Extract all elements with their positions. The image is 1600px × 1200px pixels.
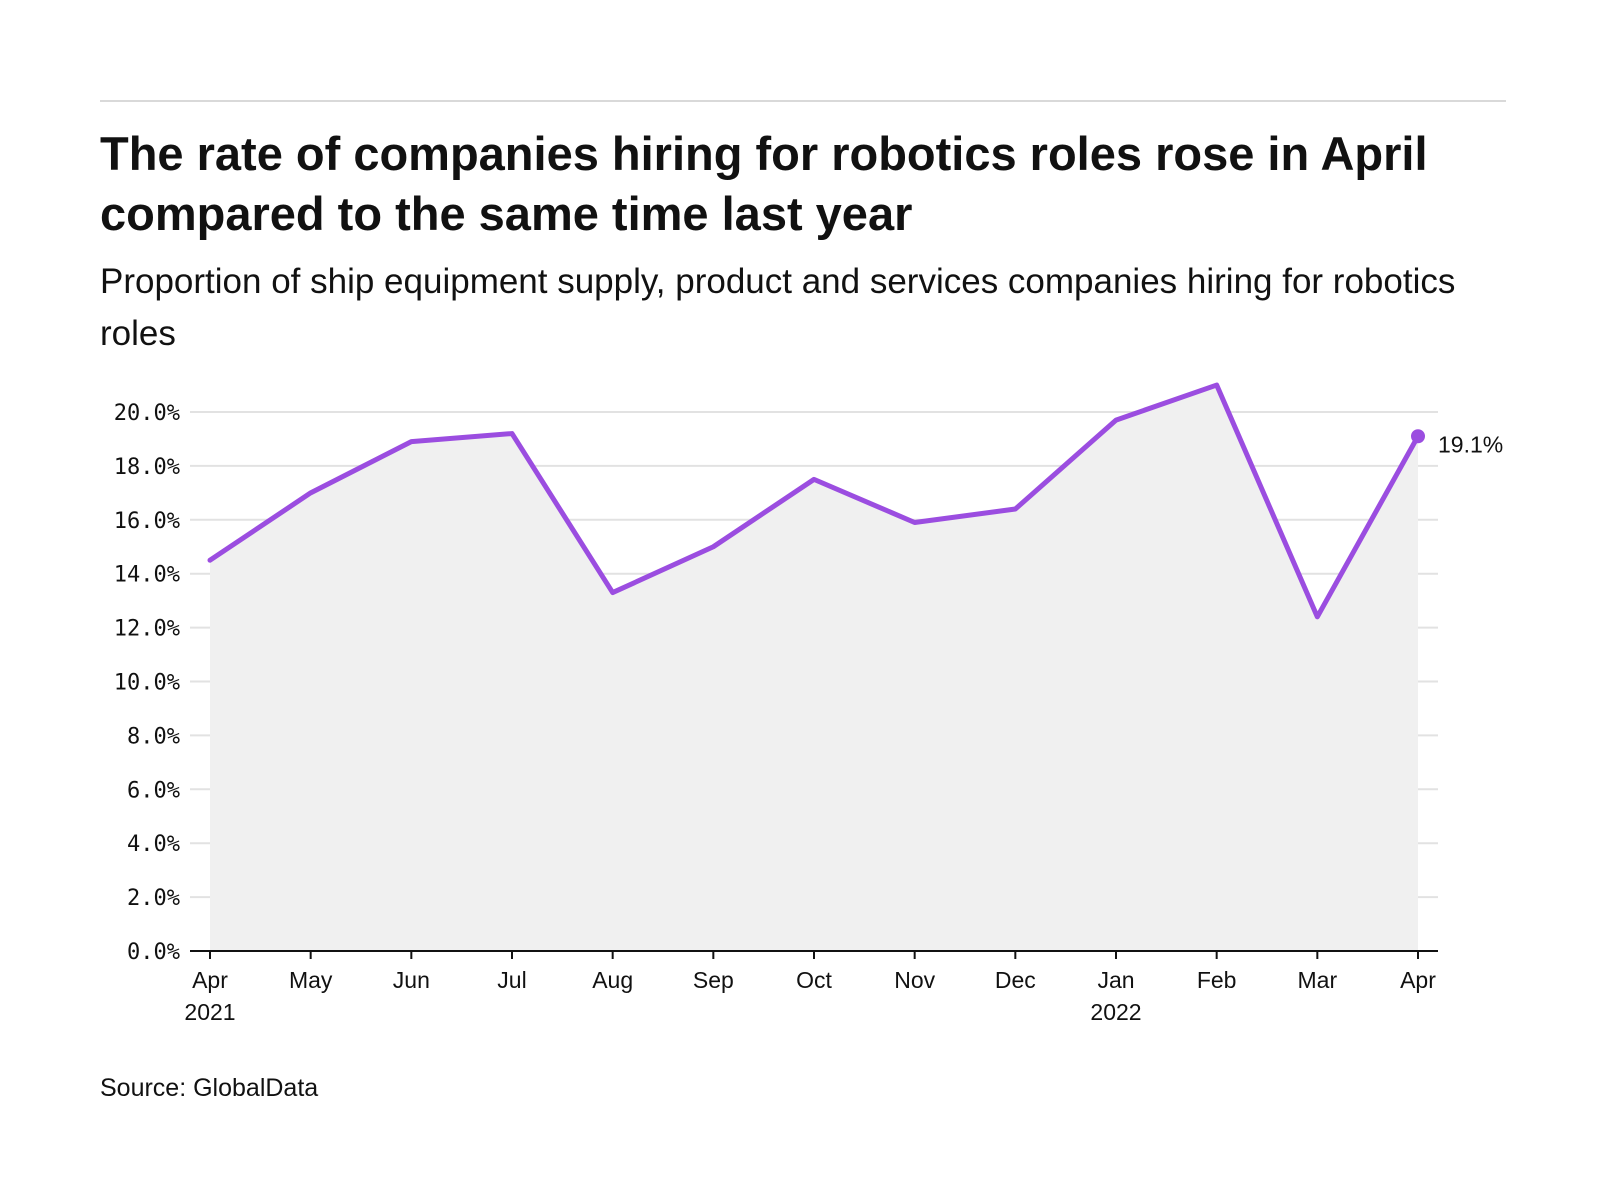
y-tick-label: 12.0%: [114, 617, 180, 642]
y-tick-label: 6.0%: [127, 778, 180, 803]
x-tick-label: Feb: [1197, 967, 1237, 993]
x-tick-label: Oct: [796, 967, 832, 993]
last-point-label: 19.1%: [1438, 431, 1503, 457]
y-tick-label: 0.0%: [127, 940, 180, 965]
y-tick-label: 8.0%: [127, 724, 180, 749]
area-fill: [210, 385, 1418, 951]
series-polyline: [207, 382, 1421, 620]
y-tick-label: 10.0%: [114, 671, 180, 696]
y-tick-label: 16.0%: [114, 509, 180, 534]
x-tick-label: Aug: [592, 967, 633, 993]
y-tick-label: 4.0%: [127, 832, 180, 857]
data-labels: 19.1%: [1438, 431, 1503, 457]
x-tick-label: Dec: [995, 967, 1036, 993]
chart-subtitle: Proportion of ship equipment supply, pro…: [100, 262, 1456, 353]
y-tick-labels: 0.0% 2.0% 4.0% 6.0% 8.0% 10.0% 12.0% 14.0% 16.0%…: [114, 401, 180, 965]
x-axis: [190, 950, 1438, 959]
x-tick-year-label: 2021: [184, 999, 235, 1025]
x-tick-year-label: 2022: [1090, 999, 1141, 1025]
y-tick-label: 2.0%: [127, 886, 180, 911]
x-tick-label: Nov: [894, 967, 935, 993]
x-tick-label: May: [289, 967, 333, 993]
x-tick-labels: Apr 2021 May Jun Jul Aug Sep Oct Nov Dec Jan 2022 Fe…: [184, 967, 1436, 1025]
area-shape: [210, 385, 1418, 951]
series-line: [207, 382, 1425, 620]
y-tick-label: 14.0%: [114, 563, 180, 588]
x-tick-label: Jan: [1097, 967, 1134, 993]
x-tick-label: Jun: [393, 967, 430, 993]
x-tick-label: Apr: [192, 967, 228, 993]
source-note: Source: GlobalData: [100, 1074, 319, 1102]
last-point-marker: [1411, 429, 1425, 444]
y-tick-label: 20.0%: [114, 401, 180, 426]
y-tick-label: 18.0%: [114, 455, 180, 480]
top-rule: [100, 100, 1506, 102]
x-tick-label: Sep: [693, 967, 734, 993]
line-chart: 0.0% 2.0% 4.0% 6.0% 8.0% 10.0% 12.0% 14.0% 16.0%…: [114, 382, 1503, 1025]
chart-title: The rate of companies hiring for robotic…: [100, 127, 1428, 240]
x-tick-label: Mar: [1298, 967, 1338, 993]
x-tick-label: Apr: [1400, 967, 1436, 993]
x-tick-label: Jul: [497, 967, 526, 993]
